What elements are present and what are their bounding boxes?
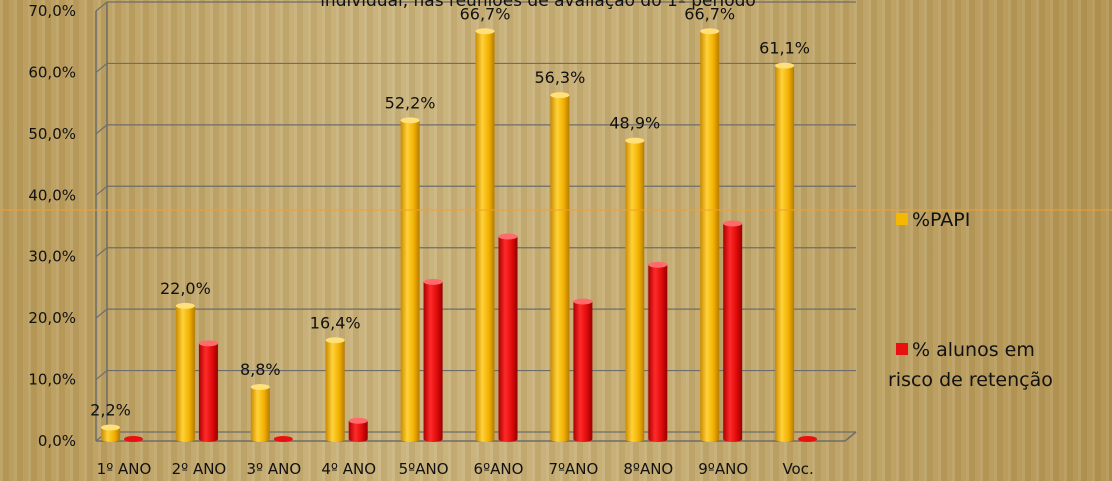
legend-label-retencao-line2: risco de retenção — [888, 369, 1053, 391]
grid-diagonal — [95, 308, 108, 319]
data-label-papi: 56,3% — [534, 68, 585, 87]
y-tick-label: 70,0% — [28, 2, 76, 20]
grid-diagonal — [95, 185, 108, 196]
y-tick-label: 50,0% — [28, 125, 76, 143]
bar-retencao-6 — [573, 298, 593, 443]
x-tick-label: Voc. — [782, 460, 813, 478]
grid-diagonal — [95, 247, 108, 258]
bars — [101, 28, 818, 443]
bar-papi-8 — [700, 28, 720, 443]
legend-swatch-retencao — [896, 343, 908, 355]
bar-retencao-8 — [723, 220, 743, 443]
x-tick-label: 5ºANO — [399, 460, 449, 478]
x-tick-label: 4º ANO — [321, 460, 376, 478]
legend-label-retencao-line1: % alunos em — [912, 339, 1035, 361]
bar-retencao-7 — [648, 261, 668, 443]
y-tick-labels: 0,0% 10,0% 20,0% 30,0% 40,0% 50,0% 60,0% 70,0% — [28, 2, 76, 450]
x-tick-label: 9ºANO — [698, 460, 748, 478]
data-label-papi: 8,8% — [240, 360, 281, 379]
grid-diagonal — [95, 370, 108, 381]
x-tick-label: 8ºANO — [623, 460, 673, 478]
bar-retencao-3 — [348, 417, 368, 443]
y-tick-label: 40,0% — [28, 186, 76, 204]
x-tick-label: 1º ANO — [97, 460, 152, 478]
floor-edge — [844, 431, 857, 442]
x-tick-label: 6ºANO — [474, 460, 524, 478]
bar-papi-9 — [775, 62, 795, 443]
grid-diagonal — [95, 124, 108, 135]
grid-diagonal — [95, 62, 108, 73]
x-tick-label: 2º ANO — [172, 460, 227, 478]
bar-retencao-0 — [124, 436, 143, 442]
x-tick-label: 3º ANO — [246, 460, 301, 478]
bar-retencao-9 — [798, 436, 818, 442]
legend: %PAPI % alunos em risco de retenção — [888, 209, 1053, 391]
legend-label-papi: %PAPI — [912, 209, 970, 231]
axes — [95, 11, 857, 442]
grid-diagonal — [95, 1, 108, 12]
bar-papi-3 — [325, 337, 345, 443]
data-label-papi: 52,2% — [385, 93, 436, 112]
bar-papi-2 — [250, 383, 270, 443]
legend-swatch-papi — [896, 213, 908, 225]
data-label-papi: 48,9% — [609, 114, 660, 133]
bar-papi-4 — [400, 117, 420, 443]
bar-papi-5 — [475, 28, 495, 443]
chart-title: individual, nas reuniões de avaliação do… — [320, 0, 756, 11]
bar-papi-7 — [625, 137, 645, 443]
y-tick-label: 30,0% — [28, 248, 76, 266]
y-tick-label: 60,0% — [28, 63, 76, 81]
bar-retencao-1 — [198, 340, 218, 443]
data-label-papi: 66,7% — [684, 4, 735, 23]
bar-retencao-5 — [498, 233, 518, 443]
bar-papi-6 — [550, 92, 570, 443]
bar-retencao-2 — [273, 436, 293, 442]
data-label-papi: 61,1% — [759, 39, 810, 58]
bar-retencao-4 — [423, 278, 443, 443]
data-label-papi: 66,7% — [460, 4, 511, 23]
y-tick-label: 10,0% — [28, 371, 76, 389]
data-label-papi: 16,4% — [310, 313, 361, 332]
bar-papi-0 — [101, 424, 121, 443]
bar-papi-1 — [175, 302, 195, 443]
x-tick-labels: 1º ANO 2º ANO 3º ANO 4º ANO 5ºANO 6ºANO 7ºANO 8… — [97, 460, 814, 478]
data-label-papi: 2,2% — [90, 400, 131, 419]
y-tick-label: 0,0% — [38, 432, 76, 450]
y-tick-label: 20,0% — [28, 309, 76, 327]
data-labels: 2,2% 22,0% 8,8% 16,4% 52,2% 66,7% 56,3% 48,9% 66… — [90, 4, 810, 419]
x-tick-label: 7ºANO — [548, 460, 598, 478]
data-label-papi: 22,0% — [160, 279, 211, 298]
